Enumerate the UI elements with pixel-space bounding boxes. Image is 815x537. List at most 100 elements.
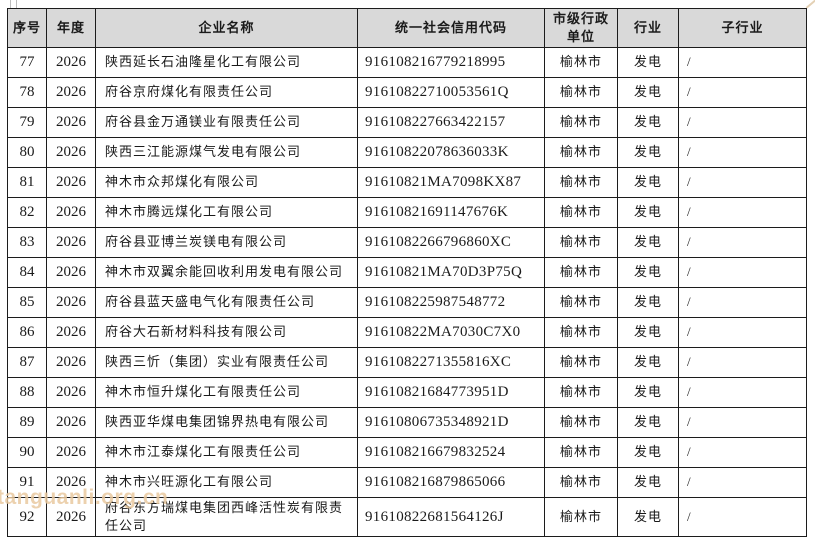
cell-sub-industry: / — [678, 437, 807, 468]
cell-no: 77 — [7, 47, 47, 78]
col-header-credit-code: 统一社会信用代码 — [357, 8, 545, 48]
cell-no: 90 — [7, 437, 47, 468]
cell-credit-code: 916108216879865066 — [357, 467, 545, 498]
cell-sub-industry: / — [678, 137, 807, 168]
cell-industry: 发电 — [617, 77, 679, 108]
cell-city: 榆林市 — [544, 407, 618, 438]
cell-city: 榆林市 — [544, 257, 618, 288]
col-header-sub-industry: 子行业 — [678, 8, 807, 48]
cell-year: 2026 — [46, 377, 96, 408]
cell-sub-industry: / — [678, 377, 807, 408]
cell-industry: 发电 — [617, 496, 679, 537]
table-row: 81 2026 神木市众邦煤化有限公司 91610821MA7098KX87 榆… — [7, 167, 807, 198]
cell-sub-industry: / — [678, 317, 807, 348]
cell-city: 榆林市 — [544, 317, 618, 348]
col-header-industry: 行业 — [617, 8, 679, 48]
cell-no: 84 — [7, 257, 47, 288]
table-row: 77 2026 陕西延长石油隆星化工有限公司 91610821677921899… — [7, 47, 807, 78]
cell-industry: 发电 — [617, 437, 679, 468]
cell-no: 87 — [7, 347, 47, 378]
cell-company-name: 府谷县亚博兰炭镁电有限公司 — [95, 227, 358, 258]
cell-credit-code: 916108225987548772 — [357, 287, 545, 318]
cell-no: 81 — [7, 167, 47, 198]
cell-company-name: 神木市恒升煤化工有限责任公司 — [95, 377, 358, 408]
cell-company-name: 神木市腾远煤化工有限公司 — [95, 197, 358, 228]
cell-credit-code: 916108227663422157 — [357, 107, 545, 138]
table-row: 79 2026 府谷县金万通镁业有限责任公司 91610822766342215… — [7, 107, 807, 138]
cell-credit-code: 91610822710053561Q — [357, 77, 545, 108]
cell-city: 榆林市 — [544, 137, 618, 168]
cell-no: 85 — [7, 287, 47, 318]
cell-no: 80 — [7, 137, 47, 168]
table-row: 92 2026 府谷东方瑞煤电集团西峰活性炭有限责任公司 91610822681… — [7, 496, 807, 537]
cell-year: 2026 — [46, 287, 96, 318]
cell-city: 榆林市 — [544, 107, 618, 138]
cell-credit-code: 916108216779218995 — [357, 47, 545, 78]
cell-industry: 发电 — [617, 257, 679, 288]
cell-credit-code: 9161082271355816XC — [357, 347, 545, 378]
cell-sub-industry: / — [678, 467, 807, 498]
cell-city: 榆林市 — [544, 377, 618, 408]
table-body: 77 2026 陕西延长石油隆星化工有限公司 91610821677921899… — [7, 47, 807, 537]
cell-sub-industry: / — [678, 197, 807, 228]
cell-credit-code: 91610821684773951D — [357, 377, 545, 408]
table-row: 80 2026 陕西三江能源煤气发电有限公司 91610822078636033… — [7, 137, 807, 168]
cell-sub-industry: / — [678, 407, 807, 438]
cell-industry: 发电 — [617, 137, 679, 168]
table-row: 85 2026 府谷县蓝天盛电气化有限责任公司 9161082259875487… — [7, 287, 807, 318]
cell-company-name: 陕西三江能源煤气发电有限公司 — [95, 137, 358, 168]
cell-industry: 发电 — [617, 287, 679, 318]
cell-no: 78 — [7, 77, 47, 108]
table-row: 89 2026 陕西亚华煤电集团锦界热电有限公司 916108067353489… — [7, 407, 807, 438]
cell-city: 榆林市 — [544, 467, 618, 498]
cell-credit-code: 91610821MA7098KX87 — [357, 167, 545, 198]
cell-year: 2026 — [46, 107, 96, 138]
cell-credit-code: 91610821691147676K — [357, 197, 545, 228]
cell-sub-industry: / — [678, 257, 807, 288]
cell-industry: 发电 — [617, 167, 679, 198]
cell-industry: 发电 — [617, 407, 679, 438]
cell-company-name: 神木市江泰煤化工有限责任公司 — [95, 437, 358, 468]
corner-mark — [805, 0, 815, 9]
cell-year: 2026 — [46, 197, 96, 228]
cell-sub-industry: / — [678, 287, 807, 318]
cell-year: 2026 — [46, 77, 96, 108]
cell-company-name: 府谷东方瑞煤电集团西峰活性炭有限责任公司 — [95, 496, 358, 537]
cell-no: 92 — [7, 496, 47, 537]
cell-city: 榆林市 — [544, 47, 618, 78]
cell-industry: 发电 — [617, 107, 679, 138]
cell-credit-code: 91610822681564126J — [357, 496, 545, 537]
cell-industry: 发电 — [617, 347, 679, 378]
cell-year: 2026 — [46, 347, 96, 378]
cell-credit-code: 916108216679832524 — [357, 437, 545, 468]
cell-city: 榆林市 — [544, 77, 618, 108]
cell-company-name: 陕西亚华煤电集团锦界热电有限公司 — [95, 407, 358, 438]
table-row: 82 2026 神木市腾远煤化工有限公司 91610821691147676K … — [7, 197, 807, 228]
cell-city: 榆林市 — [544, 496, 618, 537]
enterprise-table: 序号 年度 企业名称 统一社会信用代码 市级行政单位 行业 子行业 77 202… — [7, 8, 807, 537]
cell-company-name: 神木市双翼余能回收利用发电有限公司 — [95, 257, 358, 288]
cell-year: 2026 — [46, 227, 96, 258]
cell-year: 2026 — [46, 437, 96, 468]
cell-credit-code: 91610806735348921D — [357, 407, 545, 438]
cell-city: 榆林市 — [544, 197, 618, 228]
cell-company-name: 陕西三忻（集团）实业有限责任公司 — [95, 347, 358, 378]
cell-sub-industry: / — [678, 77, 807, 108]
cell-city: 榆林市 — [544, 227, 618, 258]
cell-company-name: 陕西延长石油隆星化工有限公司 — [95, 47, 358, 78]
cell-company-name: 府谷县蓝天盛电气化有限责任公司 — [95, 287, 358, 318]
cell-company-name: 神木市兴旺源化工有限公司 — [95, 467, 358, 498]
cell-year: 2026 — [46, 407, 96, 438]
cell-city: 榆林市 — [544, 287, 618, 318]
cell-industry: 发电 — [617, 197, 679, 228]
cell-credit-code: 91610821MA70D3P75Q — [357, 257, 545, 288]
col-header-year: 年度 — [46, 8, 96, 48]
table-row: 86 2026 府谷大石新材料科技有限公司 91610822MA7030C7X0… — [7, 317, 807, 348]
cell-credit-code: 91610822078636033K — [357, 137, 545, 168]
cell-sub-industry: / — [678, 227, 807, 258]
cell-year: 2026 — [46, 257, 96, 288]
cell-year: 2026 — [46, 317, 96, 348]
col-header-no: 序号 — [7, 8, 47, 48]
cell-year: 2026 — [46, 496, 96, 537]
cell-no: 82 — [7, 197, 47, 228]
